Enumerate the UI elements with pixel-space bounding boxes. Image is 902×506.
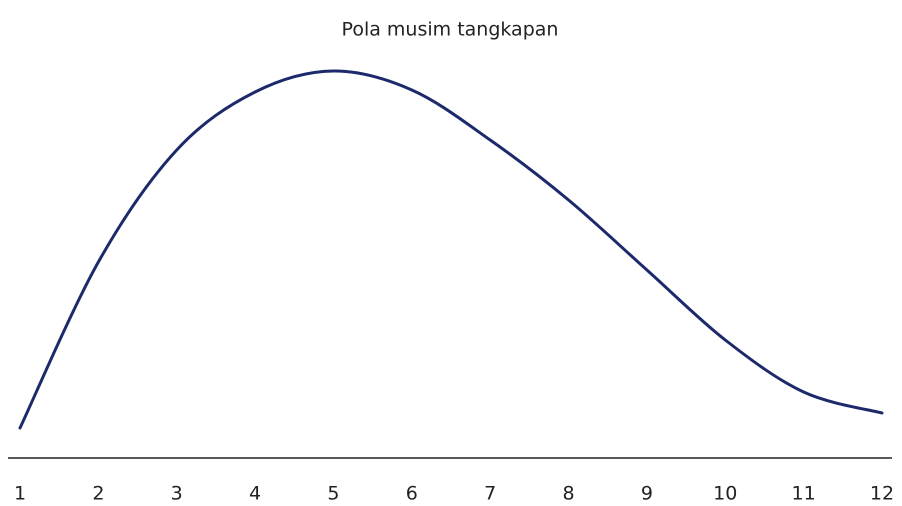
- line: [18, 69, 884, 430]
- x-tick-label: 8: [562, 483, 574, 505]
- x-tick-label: 4: [249, 483, 261, 505]
- x-tick-label: 5: [327, 483, 339, 505]
- chart-title: Pola musim tangkapan: [342, 19, 559, 41]
- x-tick-label: 1: [14, 483, 26, 505]
- x-tick-label: 6: [406, 483, 418, 505]
- x-tick-label: 10: [713, 483, 737, 505]
- x-tick-label: 9: [641, 483, 653, 505]
- x-tick-label: 12: [870, 483, 894, 505]
- x-tick-label: 7: [484, 483, 496, 505]
- x-tick-label: 11: [792, 483, 816, 505]
- x-tick-label: 3: [171, 483, 183, 505]
- x-tick-label: 2: [92, 483, 104, 505]
